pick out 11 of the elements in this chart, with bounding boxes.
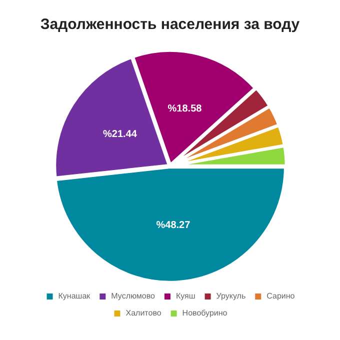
legend-label: Урукуль (216, 292, 246, 301)
legend-label: Куяш (176, 292, 196, 301)
legend-label: Кунашак (58, 292, 91, 301)
legend-label: Муслюмово (111, 292, 156, 301)
legend-label: Халитово (126, 308, 162, 318)
legend-label: Сарино (266, 292, 296, 301)
chart-title: Задолженность населения за воду (40, 16, 300, 34)
data-label: %18.58 (168, 103, 202, 114)
legend-label: Новобурино (182, 308, 228, 318)
data-label: %48.27 (156, 220, 191, 231)
data-label: %21.44 (102, 129, 138, 140)
